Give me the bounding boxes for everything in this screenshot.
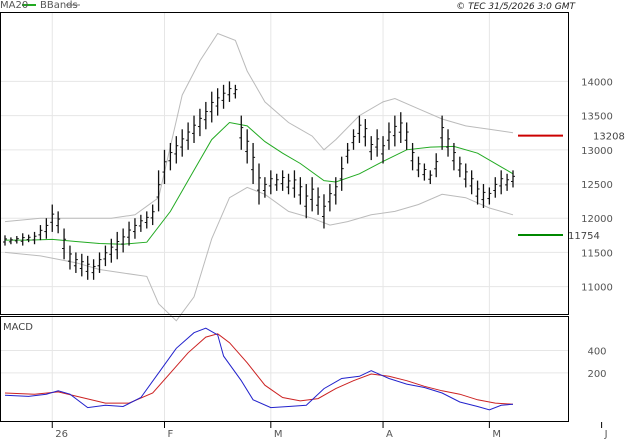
- support-label: 11754: [568, 231, 600, 242]
- macd-panel-frame: [0, 316, 569, 422]
- macd-lines: [4, 327, 514, 411]
- price-y-tick-label: 13500: [581, 112, 613, 123]
- legend-bbands: BBands: [40, 0, 78, 11]
- price-y-tick-label: 12500: [581, 180, 613, 191]
- bbands-upper-line: [4, 32, 514, 223]
- price-y-tick-label: 14000: [581, 77, 613, 88]
- bollinger-bands: [4, 32, 514, 322]
- x-tick-label: 26: [55, 429, 68, 440]
- price-panel-frame: [0, 12, 569, 315]
- price-bars: [3, 81, 515, 280]
- price-levels: 13208 11754: [518, 132, 625, 242]
- price-y-tick-label: 12000: [581, 214, 613, 225]
- macd-line: [4, 327, 514, 411]
- macd-signal-line: [4, 333, 514, 405]
- price-y-tick-label: 11500: [581, 248, 613, 259]
- price-y-axis: 11000 11500 12000 12500 13000 13500 14000: [581, 77, 613, 293]
- x-tick-label: F: [167, 429, 173, 440]
- price-y-tick-label: 13000: [581, 146, 613, 157]
- ma20-line: [5, 121, 514, 245]
- macd-y-axis: 200 400: [587, 347, 606, 380]
- macd-y-tick-label: 400: [587, 347, 606, 358]
- x-tick-label: J: [604, 429, 608, 440]
- macd-panel-title: MACD: [3, 322, 33, 333]
- date-x-axis: 26 F M A M J: [51, 422, 608, 440]
- bbands-lower-line: [4, 186, 514, 322]
- macd-y-tick-label: 200: [587, 369, 606, 380]
- legend-ma20: MA20: [0, 0, 28, 11]
- price-y-tick-label: 11000: [581, 283, 613, 294]
- x-tick-label: M: [274, 429, 283, 440]
- macd-grid: [1, 317, 568, 421]
- legend-ma-swatch: [22, 4, 36, 6]
- x-tick-label: M: [492, 429, 501, 440]
- ma20-polyline: [5, 121, 514, 245]
- resistance-label: 13208: [593, 132, 625, 143]
- legend-bbands-swatch: [66, 4, 80, 6]
- copyright-timestamp: © TEC 31/5/2026 3:0 GMT: [456, 2, 576, 12]
- x-tick-label: A: [386, 429, 393, 440]
